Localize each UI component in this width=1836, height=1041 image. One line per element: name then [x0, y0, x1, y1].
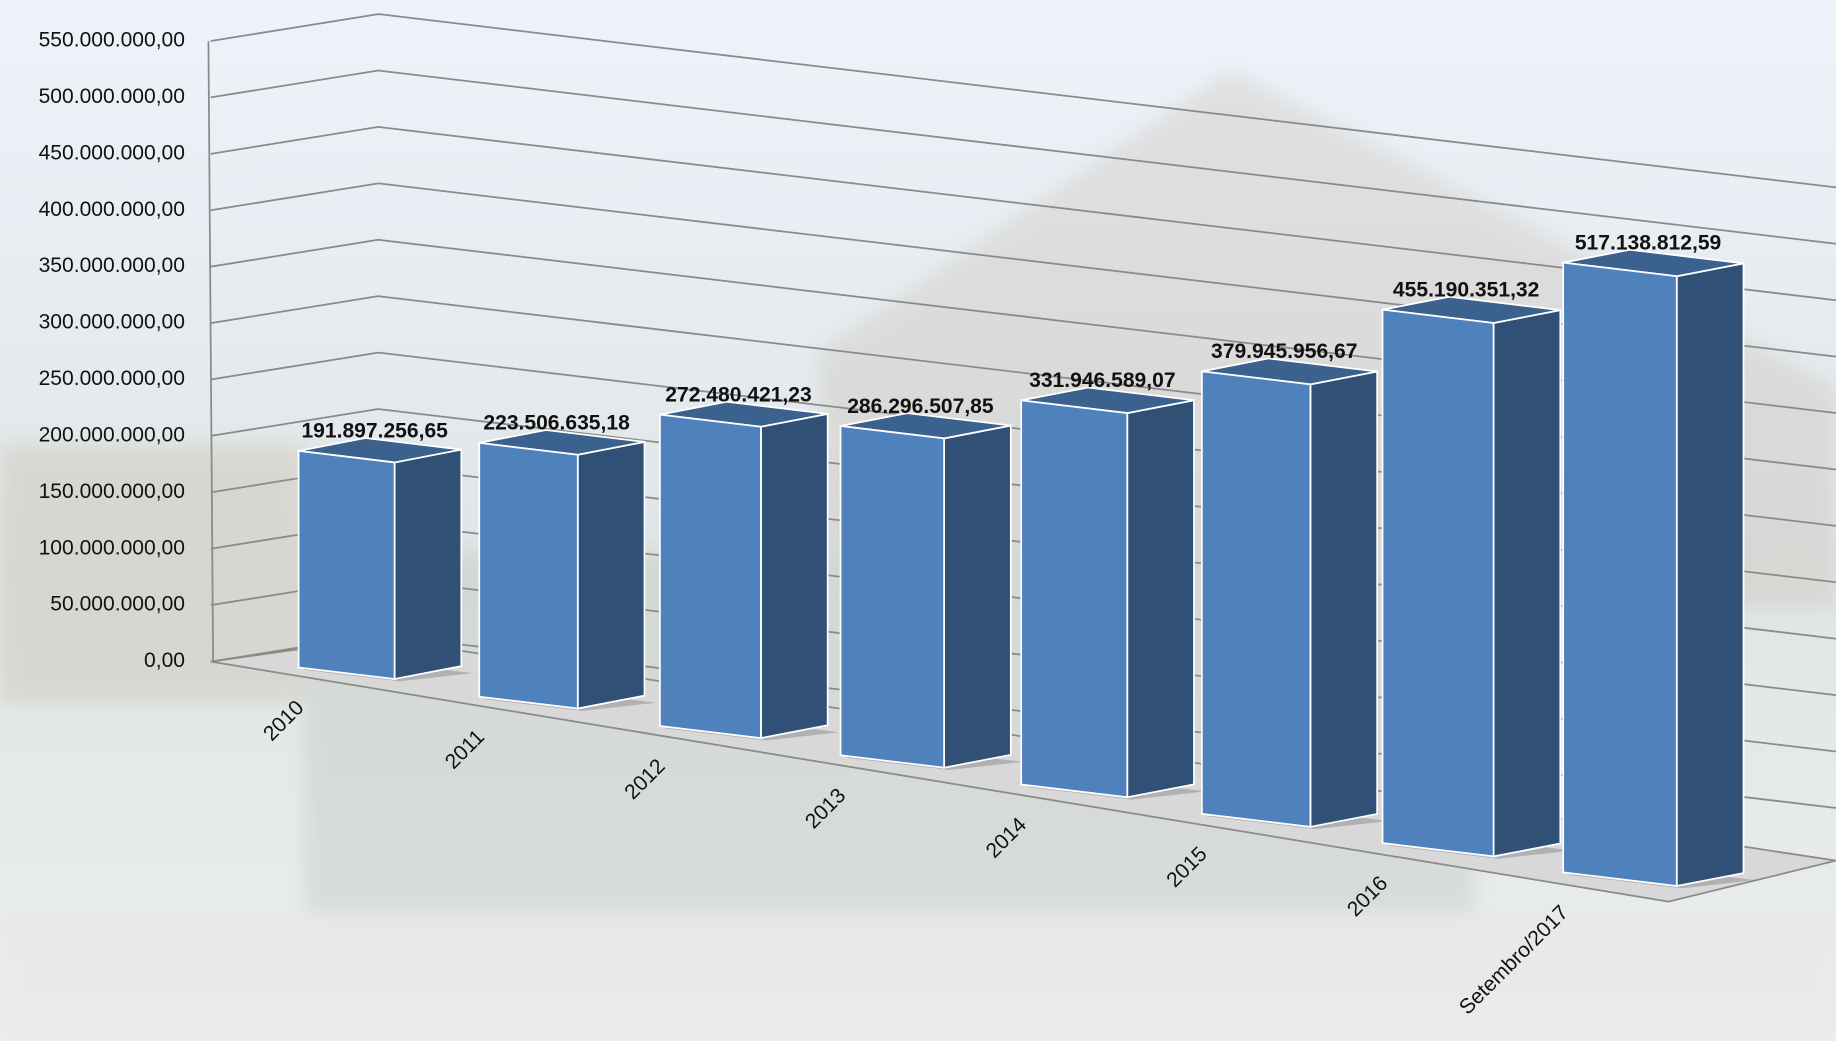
value-label: 286.296.507,85 [847, 395, 994, 418]
bar-front [659, 413, 762, 740]
bar-side [393, 448, 463, 681]
bar-front [839, 425, 945, 769]
y-axis-line [207, 41, 214, 662]
bar-front [297, 449, 396, 680]
y-tick-label: 400.000.000,00 [39, 198, 185, 221]
y-tick-label: 550.000.000,00 [39, 29, 185, 52]
grid-line [210, 13, 1836, 189]
bar-side [1675, 262, 1745, 888]
bar-side [943, 424, 1012, 769]
y-tick-label: 450.000.000,00 [39, 141, 185, 164]
bar-side [1309, 370, 1379, 828]
y-tick-label: 100.000.000,00 [39, 536, 185, 559]
y-tick-label: 150.000.000,00 [39, 480, 185, 503]
value-label: 191.897.256,65 [301, 420, 448, 443]
y-tick-label: 500.000.000,00 [39, 85, 185, 108]
y-tick-label: 300.000.000,00 [39, 311, 185, 334]
bar-side [576, 440, 646, 710]
value-label: 455.190.351,32 [1393, 278, 1539, 301]
value-label: 272.480.421,23 [665, 383, 811, 406]
y-tick-label: 250.000.000,00 [39, 367, 185, 390]
bar-side [1126, 399, 1195, 799]
bar-front [1200, 370, 1312, 828]
y-tick-label: 350.000.000,00 [39, 254, 185, 277]
value-label: 379.945.956,67 [1211, 340, 1357, 363]
bar-front [1381, 308, 1495, 858]
bar-side [1492, 309, 1562, 858]
grid-line [210, 69, 1836, 245]
grid-line [210, 238, 1836, 414]
bar-front [1020, 399, 1129, 799]
value-label: 517.138.812,59 [1575, 231, 1721, 254]
value-label: 331.946.589,07 [1029, 369, 1175, 392]
y-tick-label: 200.000.000,00 [39, 423, 185, 446]
grid-line [210, 182, 1836, 358]
grid-line [210, 126, 1836, 302]
y-tick-label: 50.000.000,00 [50, 593, 185, 616]
bar-side [760, 412, 829, 740]
y-tick-label: 0,00 [144, 649, 185, 672]
bar-front [1562, 261, 1678, 887]
bar-front [478, 441, 579, 710]
value-label: 223.506.635,18 [483, 412, 630, 435]
grid: 0,00 50.000.000,00 100.000.000,00 150.000.0… [39, 13, 1836, 809]
